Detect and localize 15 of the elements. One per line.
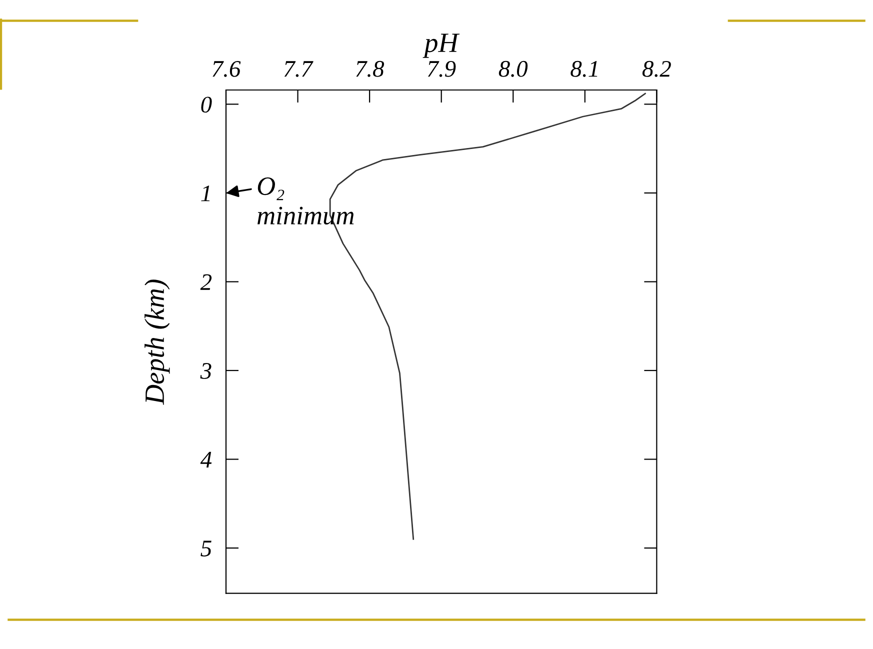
x-tick-label: 7.6 (212, 61, 241, 77)
y-tick-label: 1 (201, 186, 210, 202)
y-tick-label: 3 (200, 363, 212, 379)
y-tick-label: 4 (200, 452, 212, 468)
y-tick-label: 2 (200, 274, 212, 290)
x-tick-label: 7.7 (284, 61, 314, 77)
x-tick-label: 8.1 (570, 60, 598, 77)
y-tick-label: 0 (201, 96, 212, 113)
y-axis-title: Depth (km) (144, 280, 170, 405)
x-tick-label: 7.8 (356, 60, 384, 77)
x-tick-label: 8.2 (642, 60, 671, 77)
y-tick-label: 5 (200, 540, 212, 556)
x-tick-label: 7.9 (428, 61, 456, 77)
x-axis-title: pH (422, 34, 460, 58)
x-tick-label: 8.0 (498, 60, 528, 77)
